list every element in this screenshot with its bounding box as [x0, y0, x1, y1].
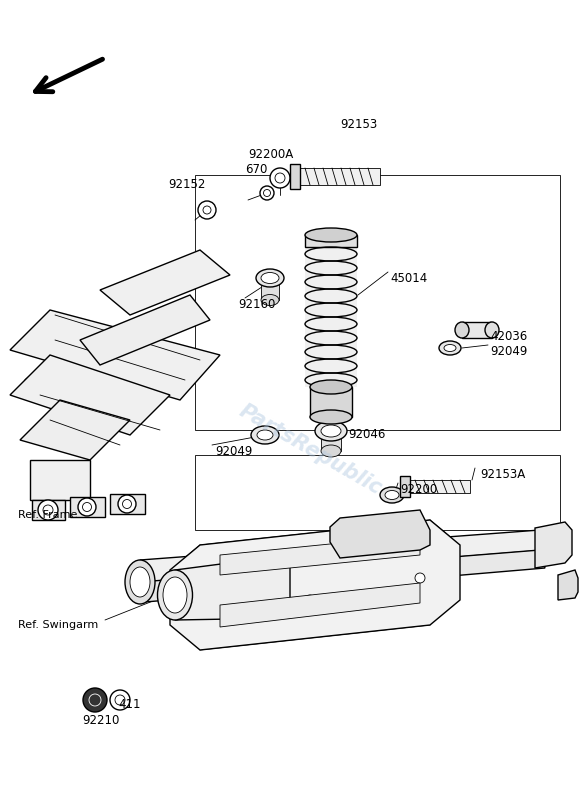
- Circle shape: [305, 595, 315, 605]
- Ellipse shape: [321, 445, 341, 457]
- Polygon shape: [100, 250, 230, 315]
- Text: 42036: 42036: [490, 330, 527, 343]
- Ellipse shape: [125, 560, 155, 604]
- Polygon shape: [305, 359, 357, 373]
- Polygon shape: [20, 400, 130, 460]
- Circle shape: [263, 190, 270, 197]
- Text: 92210: 92210: [82, 714, 119, 727]
- Circle shape: [270, 168, 290, 188]
- Circle shape: [118, 495, 136, 513]
- Ellipse shape: [321, 425, 341, 437]
- Text: 92049: 92049: [490, 345, 527, 358]
- Polygon shape: [261, 278, 279, 300]
- Text: 92152: 92152: [168, 178, 206, 191]
- Polygon shape: [305, 235, 357, 247]
- Polygon shape: [305, 331, 357, 345]
- Polygon shape: [535, 522, 572, 568]
- Polygon shape: [110, 494, 145, 514]
- Circle shape: [549, 542, 561, 554]
- Text: 92200: 92200: [400, 483, 437, 496]
- Text: 411: 411: [118, 698, 141, 711]
- Polygon shape: [305, 247, 357, 261]
- Circle shape: [275, 173, 285, 183]
- Polygon shape: [10, 310, 220, 400]
- Polygon shape: [305, 289, 357, 303]
- Ellipse shape: [163, 577, 187, 613]
- Circle shape: [110, 690, 130, 710]
- Polygon shape: [305, 275, 357, 289]
- Text: 92049: 92049: [215, 445, 252, 458]
- Ellipse shape: [380, 487, 404, 503]
- Circle shape: [123, 499, 131, 509]
- Polygon shape: [400, 476, 410, 497]
- Circle shape: [368, 522, 392, 546]
- Polygon shape: [140, 530, 545, 582]
- Polygon shape: [140, 550, 545, 602]
- Polygon shape: [330, 510, 430, 558]
- Polygon shape: [80, 295, 210, 365]
- Polygon shape: [295, 168, 380, 185]
- Ellipse shape: [444, 345, 456, 351]
- Text: PartsRepublic: PartsRepublic: [235, 401, 385, 499]
- Polygon shape: [220, 535, 420, 575]
- Text: 92160: 92160: [238, 298, 276, 311]
- Text: 92200A: 92200A: [248, 148, 293, 161]
- Circle shape: [83, 688, 107, 712]
- Circle shape: [543, 536, 567, 560]
- Polygon shape: [321, 431, 341, 451]
- Polygon shape: [170, 520, 460, 650]
- Polygon shape: [305, 345, 357, 359]
- Ellipse shape: [158, 570, 193, 620]
- Ellipse shape: [305, 228, 357, 242]
- Circle shape: [198, 201, 216, 219]
- Ellipse shape: [310, 410, 352, 424]
- Polygon shape: [290, 164, 300, 189]
- Text: 92153: 92153: [340, 118, 377, 131]
- Text: 92046: 92046: [348, 428, 385, 441]
- Polygon shape: [32, 500, 65, 520]
- Polygon shape: [305, 261, 357, 275]
- Text: 92153A: 92153A: [480, 468, 525, 481]
- Polygon shape: [220, 583, 420, 627]
- Polygon shape: [25, 320, 200, 395]
- Ellipse shape: [257, 430, 273, 440]
- Circle shape: [43, 505, 53, 515]
- Text: 670: 670: [245, 163, 267, 176]
- Text: Ref. Frame: Ref. Frame: [18, 510, 77, 520]
- Ellipse shape: [130, 567, 150, 597]
- Polygon shape: [305, 303, 357, 317]
- Ellipse shape: [315, 421, 347, 441]
- Circle shape: [82, 502, 92, 511]
- Polygon shape: [25, 355, 130, 400]
- Polygon shape: [175, 555, 290, 620]
- Ellipse shape: [251, 426, 279, 444]
- Text: Ref. Swingarm: Ref. Swingarm: [18, 620, 98, 630]
- Circle shape: [38, 500, 58, 520]
- Circle shape: [260, 186, 274, 200]
- Circle shape: [89, 694, 101, 706]
- Circle shape: [374, 528, 386, 540]
- Polygon shape: [305, 373, 357, 387]
- Text: 45014: 45014: [390, 272, 427, 285]
- Ellipse shape: [385, 490, 399, 499]
- Ellipse shape: [261, 273, 279, 283]
- Polygon shape: [70, 497, 105, 517]
- Polygon shape: [305, 317, 357, 331]
- Circle shape: [78, 498, 96, 516]
- Ellipse shape: [455, 322, 469, 338]
- Ellipse shape: [261, 294, 279, 306]
- Polygon shape: [30, 460, 90, 500]
- Ellipse shape: [310, 380, 352, 394]
- Polygon shape: [558, 570, 578, 600]
- Circle shape: [203, 206, 211, 214]
- Ellipse shape: [485, 322, 499, 338]
- Polygon shape: [10, 355, 170, 435]
- Circle shape: [115, 695, 125, 705]
- Ellipse shape: [256, 269, 284, 287]
- Polygon shape: [462, 322, 492, 338]
- Polygon shape: [405, 480, 470, 493]
- Circle shape: [415, 573, 425, 583]
- Ellipse shape: [439, 341, 461, 355]
- Polygon shape: [310, 387, 352, 417]
